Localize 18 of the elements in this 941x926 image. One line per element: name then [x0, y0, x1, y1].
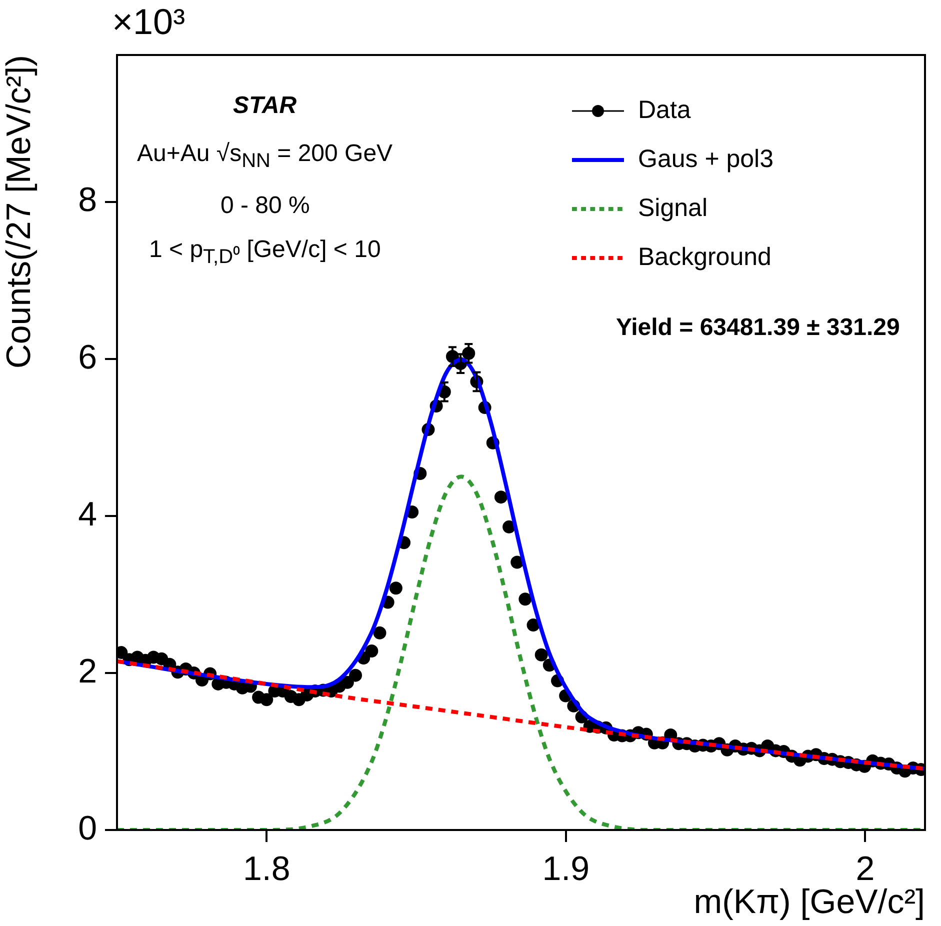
legend-label: Data — [638, 96, 691, 125]
legend-label: Signal — [638, 194, 708, 223]
y-tick-label: 2 — [78, 652, 97, 690]
annotation: Au+Au √s$_{NN}$ = 200 GeV — [137, 140, 393, 173]
annotation: Yield = 63481.39 ± 331.29 — [616, 314, 900, 343]
x-tick-label: 1.9 — [542, 850, 590, 888]
y-tick-label: 0 — [78, 809, 97, 848]
annotation: 1 < p$_{T,D⁰}$ [GeV/c] < 10 — [149, 236, 381, 269]
annotation: 0 - 80 % — [220, 192, 310, 221]
y-tick-label: 6 — [78, 338, 97, 376]
legend-label: Gaus + pol3 — [638, 145, 774, 174]
legend-label: Background — [638, 243, 772, 272]
annotation: STAR — [233, 92, 297, 121]
y-tick-label: 4 — [78, 495, 97, 534]
text: ×10³ — [112, 0, 186, 44]
y-tick-label: 8 — [78, 181, 97, 220]
x-tick-label: 1.8 — [242, 850, 290, 888]
y-axis-title: Counts(/27 [MeV/c²]) — [0, 55, 38, 369]
